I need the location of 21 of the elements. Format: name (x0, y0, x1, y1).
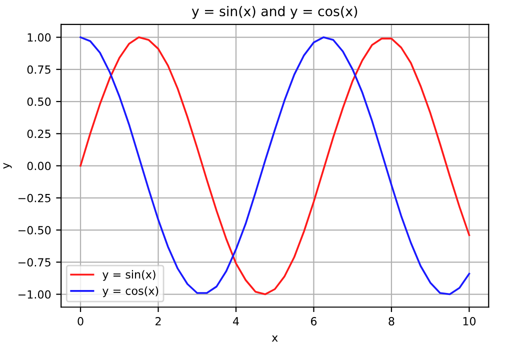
x-tick-label: 0 (78, 317, 84, 326)
y-tick-label: 0.75 (27, 65, 50, 74)
chart-title: y = sin(x) and y = cos(x) (192, 6, 358, 19)
line-series (80, 36, 470, 296)
y-tick-label: −0.50 (18, 226, 51, 234)
x-tick-label: 6 (310, 317, 317, 326)
y-tick-label: 0.25 (27, 130, 50, 138)
y-axis-title: y (3, 162, 12, 169)
legend-label: y = sin(x) (102, 270, 156, 281)
y-tick-label: 0.00 (27, 162, 51, 170)
legend-label: y = cos(x) (102, 286, 158, 298)
x-tick-label: 4 (233, 317, 239, 326)
y-tick-label: 1.00 (28, 33, 51, 42)
y-tick-label: 0.50 (27, 98, 51, 106)
x-tick-label: 2 (156, 317, 161, 326)
x-axis-title: x (272, 336, 278, 342)
x-tick-label: 8 (388, 317, 394, 326)
y-tick-label: −1.00 (18, 290, 51, 299)
y-tick-label: −0.25 (18, 194, 50, 202)
y-tick-label: −0.75 (18, 258, 50, 267)
x-tick-label: 10 (463, 317, 476, 326)
